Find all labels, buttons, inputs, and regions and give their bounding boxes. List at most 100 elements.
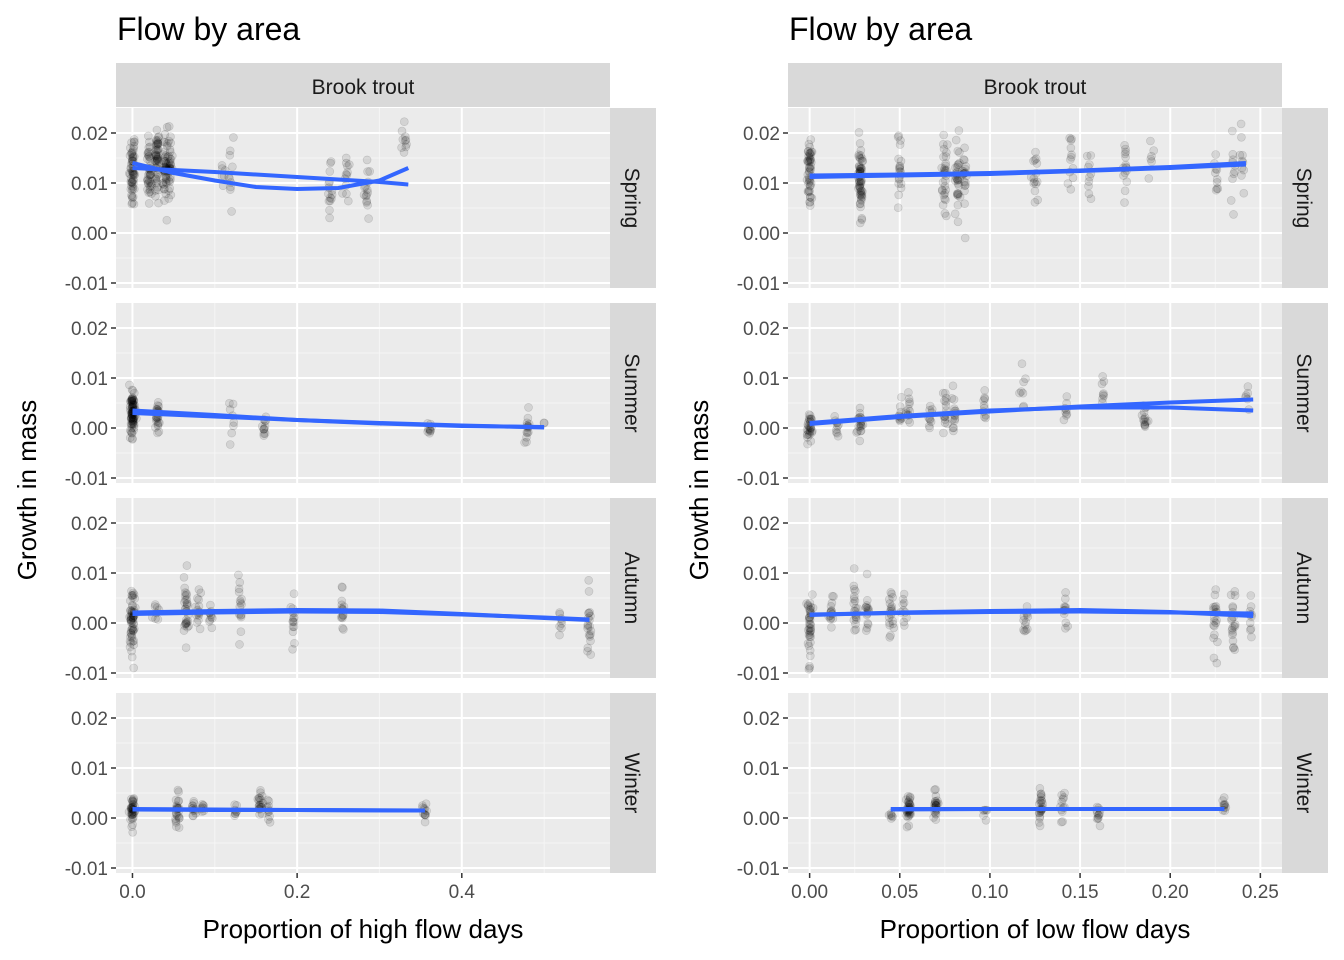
- data-point: [397, 143, 406, 152]
- data-point: [954, 181, 964, 190]
- data-point: [126, 397, 135, 406]
- data-point: [128, 415, 138, 425]
- data-point: [144, 152, 154, 161]
- data-point: [152, 417, 161, 426]
- data-point: [856, 426, 866, 436]
- data-point: [288, 644, 297, 654]
- data-point: [144, 143, 154, 152]
- data-point: [194, 595, 203, 605]
- data-point: [1142, 417, 1151, 427]
- data-point: [364, 214, 373, 223]
- x-tick-label: 0.05: [881, 882, 918, 903]
- data-point: [128, 797, 137, 806]
- data-point: [1140, 417, 1149, 427]
- data-point: [861, 602, 871, 612]
- data-point: [1035, 812, 1045, 821]
- data-point: [1057, 817, 1066, 827]
- data-point: [1023, 624, 1032, 634]
- data-point: [1036, 792, 1046, 802]
- data-point: [941, 161, 950, 171]
- data-point: [160, 153, 170, 162]
- data-point: [1068, 173, 1078, 183]
- data-point: [153, 155, 162, 164]
- data-point: [126, 625, 136, 635]
- data-point: [129, 636, 139, 646]
- data-point: [363, 167, 372, 176]
- data-point: [1226, 590, 1236, 600]
- data-point: [129, 396, 139, 405]
- data-point: [1084, 189, 1094, 199]
- data-point: [128, 182, 138, 192]
- y-tick-label: -0.01: [737, 274, 780, 295]
- data-point: [128, 399, 138, 408]
- data-point: [1061, 618, 1071, 628]
- data-point: [888, 616, 897, 626]
- data-point: [128, 814, 137, 824]
- data-point: [130, 388, 139, 398]
- data-point: [129, 797, 138, 807]
- data-point: [151, 149, 160, 159]
- data-point: [902, 822, 912, 832]
- data-point: [338, 623, 347, 633]
- data-point: [207, 623, 217, 633]
- data-point: [1237, 171, 1246, 180]
- data-point: [903, 792, 913, 801]
- data-point: [127, 395, 137, 405]
- y-tick-label: 0.01: [71, 759, 108, 780]
- data-point: [1219, 793, 1229, 802]
- data-point: [343, 196, 353, 206]
- data-point: [805, 157, 814, 167]
- season-strip-label: Summer: [620, 353, 643, 432]
- data-point: [806, 158, 816, 167]
- data-point: [1120, 198, 1129, 207]
- data-point: [943, 419, 952, 429]
- data-point: [930, 785, 939, 795]
- data-point: [1036, 789, 1046, 799]
- data-point: [941, 397, 951, 407]
- data-point: [398, 135, 408, 144]
- data-point: [849, 599, 859, 608]
- data-point: [164, 136, 174, 146]
- data-point: [423, 427, 433, 437]
- data-point: [127, 396, 137, 406]
- data-point: [152, 145, 162, 154]
- data-point: [1066, 185, 1076, 194]
- data-point: [805, 651, 815, 661]
- data-point: [939, 144, 949, 154]
- y-tick-label: 0.01: [743, 369, 780, 390]
- data-point: [1122, 177, 1132, 186]
- data-point: [804, 186, 814, 195]
- data-point: [327, 190, 337, 200]
- data-point: [941, 159, 951, 168]
- data-point: [143, 176, 153, 185]
- data-point: [806, 626, 815, 636]
- data-point: [938, 200, 948, 210]
- data-point: [896, 183, 906, 193]
- data-point: [804, 410, 814, 419]
- data-point: [803, 186, 813, 196]
- plot-right-title: Flow by area: [789, 11, 972, 47]
- data-point: [894, 131, 904, 140]
- data-point: [1212, 175, 1222, 184]
- data-point: [807, 147, 817, 157]
- data-point: [127, 646, 136, 656]
- data-point: [959, 155, 969, 165]
- data-point: [182, 619, 191, 628]
- data-point: [189, 796, 198, 806]
- data-point: [127, 810, 137, 820]
- data-point: [130, 624, 139, 634]
- data-point: [363, 200, 372, 210]
- data-point: [1021, 617, 1031, 627]
- data-point: [126, 414, 136, 423]
- data-point: [980, 393, 989, 403]
- data-point: [129, 423, 139, 432]
- data-point: [126, 184, 136, 194]
- data-point: [168, 151, 177, 161]
- data-point: [152, 177, 162, 186]
- data-point: [1035, 813, 1045, 823]
- data-point: [153, 420, 163, 429]
- data-point: [161, 157, 170, 166]
- data-point: [166, 138, 175, 148]
- data-point: [1228, 628, 1238, 638]
